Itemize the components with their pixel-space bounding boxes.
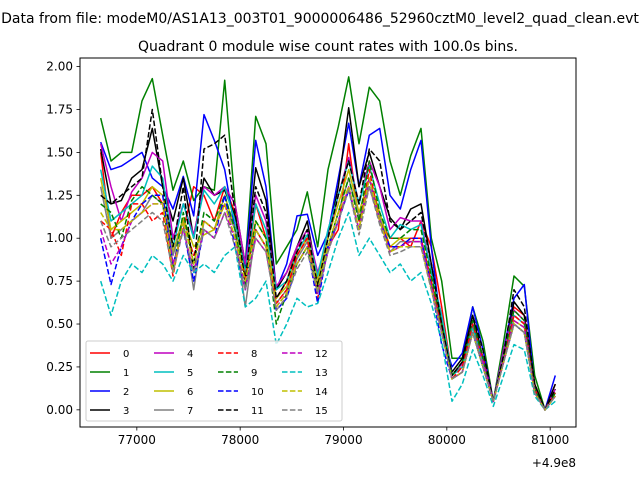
y-tick-label: 1.75 (46, 102, 73, 116)
legend-label: 6 (187, 387, 193, 398)
legend-label: 11 (251, 406, 264, 417)
x-axis-offset-label: +4.9e8 (532, 456, 576, 470)
legend-label: 12 (315, 349, 328, 360)
plot-frame (79, 57, 577, 428)
y-tick-label: 0.25 (46, 360, 73, 374)
legend-label: 10 (251, 387, 264, 398)
legend-item-5: 5 (154, 368, 193, 379)
y-tick-label: 0.75 (46, 274, 73, 288)
series-line-14 (100, 177, 556, 411)
legend-frame (85, 340, 343, 422)
legend-item-13: 13 (282, 368, 328, 379)
x-tick-label: 80000 (428, 433, 466, 447)
y-tick-label: 0.00 (46, 403, 73, 417)
figure-suptitle: Data from file: modeM0/AS1A13_003T01_900… (1, 11, 639, 27)
legend-item-3: 3 (90, 406, 129, 417)
legend-item-12: 12 (282, 349, 328, 360)
y-tick-label: 1.00 (46, 231, 73, 245)
legend-label: 2 (123, 387, 129, 398)
series-line-1 (99, 76, 556, 411)
legend-item-1: 1 (90, 368, 129, 379)
legend-label: 9 (251, 368, 257, 379)
x-tick-label: 79000 (324, 433, 362, 447)
legend-label: 0 (123, 349, 129, 360)
legend-label: 7 (187, 406, 193, 417)
legend-item-11: 11 (218, 406, 264, 417)
legend-item-6: 6 (154, 387, 193, 398)
x-tick-label: 77000 (118, 433, 156, 447)
legend-item-14: 14 (282, 387, 328, 398)
legend-item-7: 7 (154, 406, 193, 417)
legend-label: 13 (315, 368, 328, 379)
legend-item-2: 2 (90, 387, 129, 398)
x-axis: 77000 78000 79000 80000 81000 (118, 427, 569, 447)
y-tick-label: 1.50 (46, 145, 73, 159)
series-line-2 (99, 113, 557, 411)
series-line-5 (99, 160, 556, 411)
legend-label: 8 (251, 349, 257, 360)
y-tick-label: 2.00 (46, 60, 73, 74)
legend-label: 15 (315, 406, 328, 417)
series-line-13 (99, 211, 556, 411)
legend-item-9: 9 (218, 368, 257, 379)
x-tick-label: 78000 (221, 433, 259, 447)
chart-title: Quadrant 0 module wise count rates with … (138, 39, 518, 55)
y-tick-label: 1.25 (46, 188, 73, 202)
legend-item-15: 15 (282, 406, 328, 417)
legend-label: 4 (187, 349, 193, 360)
series-layer (99, 76, 557, 411)
legend-item-4: 4 (154, 349, 193, 360)
y-axis: 0.00 0.25 0.50 0.75 1.00 1.25 1.50 1.75 2.00 (46, 60, 80, 417)
legend-label: 3 (123, 406, 129, 417)
series-line-8 (100, 168, 556, 411)
x-tick-label: 81000 (531, 433, 569, 447)
series-line-15 (100, 185, 556, 411)
legend-item-8: 8 (218, 349, 257, 360)
y-tick-label: 0.50 (46, 317, 73, 331)
legend-label: 14 (315, 387, 328, 398)
legend-item-10: 10 (218, 387, 264, 398)
plot-area (79, 57, 577, 428)
legend-label: 1 (123, 368, 129, 379)
legend-label: 5 (187, 368, 193, 379)
legend-item-0: 0 (90, 349, 129, 360)
